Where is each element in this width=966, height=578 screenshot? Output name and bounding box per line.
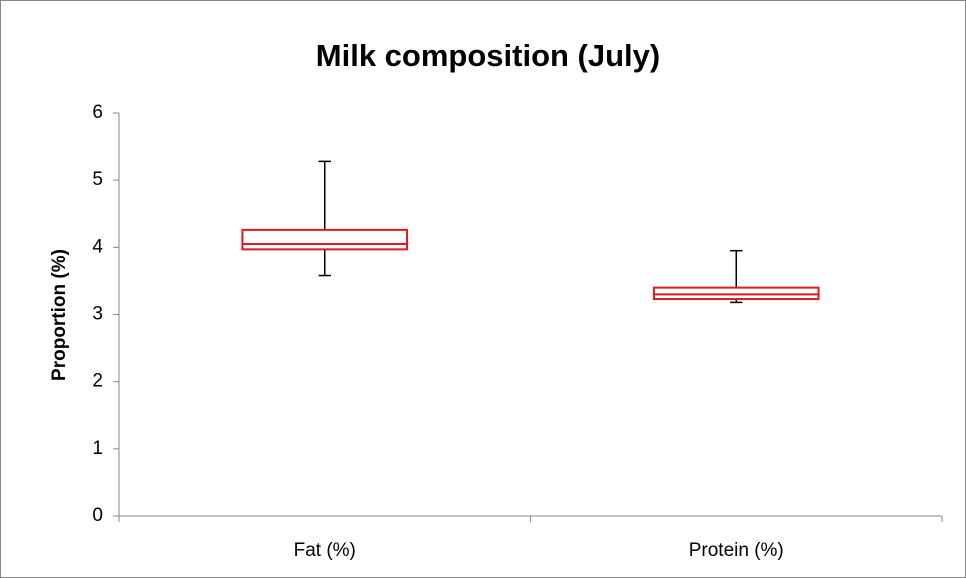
y-tick-label: 2	[92, 371, 103, 392]
y-tick-label: 5	[92, 169, 103, 190]
y-axis-label: Proportion (%)	[49, 249, 70, 381]
y-tick-label: 1	[92, 438, 103, 459]
y-tick-label: 4	[92, 236, 103, 257]
x-tick-label: Fat (%)	[294, 540, 356, 561]
chart-title: Milk composition (July)	[316, 38, 660, 73]
y-tick-label: 0	[92, 505, 103, 526]
x-tick-label: Protein (%)	[689, 540, 784, 561]
y-tick-label: 6	[92, 102, 103, 123]
y-tick-label: 3	[92, 304, 103, 325]
box	[652, 286, 820, 301]
box	[241, 228, 409, 251]
